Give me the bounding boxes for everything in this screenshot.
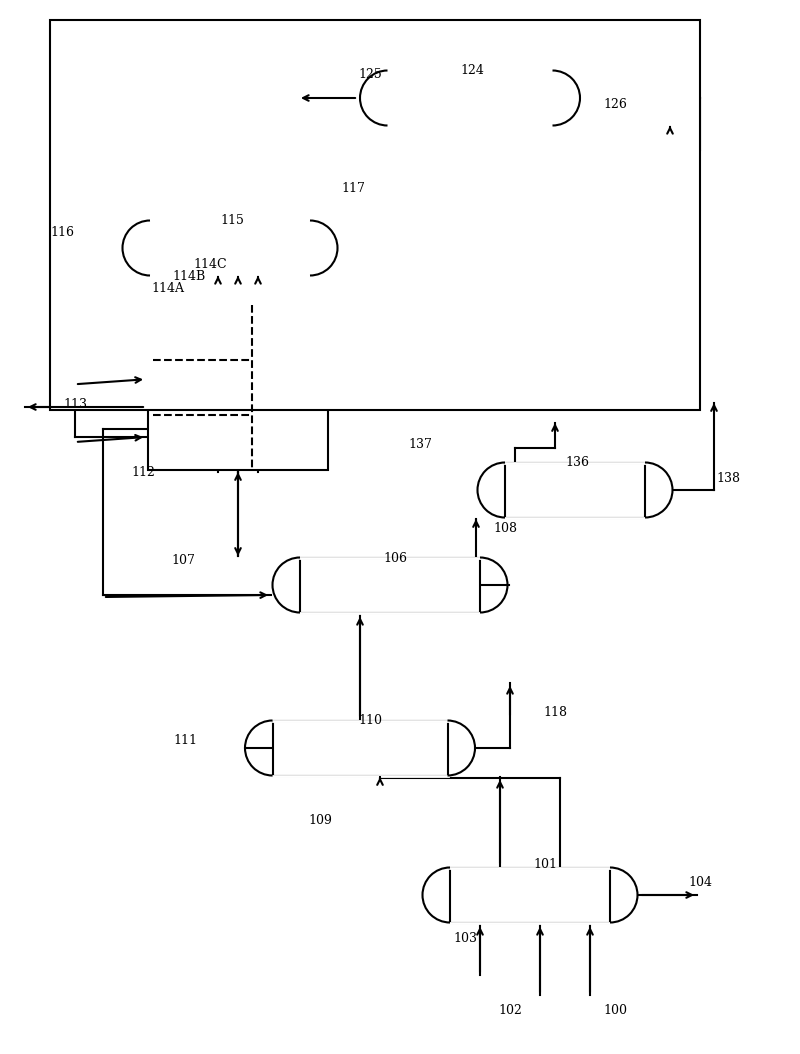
Text: 109: 109 (308, 814, 332, 826)
Text: 112: 112 (131, 466, 155, 479)
Text: 108: 108 (493, 522, 517, 534)
Bar (300, 558, 480, 612)
Text: 107: 107 (171, 553, 195, 566)
Bar (148, 305, 328, 470)
Text: 102: 102 (498, 1003, 522, 1016)
Bar (387, 71, 553, 125)
Text: 125: 125 (358, 69, 382, 81)
Text: 118: 118 (543, 705, 567, 719)
Text: 113: 113 (63, 398, 87, 411)
Text: 116: 116 (50, 226, 74, 238)
Bar (150, 220, 310, 275)
Text: 114C: 114C (193, 257, 227, 271)
Text: 126: 126 (603, 98, 627, 112)
Bar (50, 20, 700, 410)
Text: 111: 111 (173, 734, 197, 746)
Bar (505, 463, 645, 518)
Text: 137: 137 (408, 438, 432, 451)
Text: 101: 101 (533, 859, 557, 872)
Text: 106: 106 (383, 551, 407, 565)
Text: 103: 103 (453, 932, 477, 944)
Text: 115: 115 (220, 214, 244, 227)
Text: 136: 136 (565, 455, 589, 468)
Text: 100: 100 (603, 1003, 627, 1016)
Text: 104: 104 (688, 876, 712, 889)
Text: 114A: 114A (151, 281, 185, 294)
Bar (273, 721, 447, 776)
Text: 117: 117 (341, 181, 365, 195)
Text: 124: 124 (460, 63, 484, 77)
Bar (450, 867, 610, 922)
Text: 114B: 114B (172, 270, 206, 282)
Text: 138: 138 (716, 471, 740, 485)
Text: 110: 110 (358, 714, 382, 726)
